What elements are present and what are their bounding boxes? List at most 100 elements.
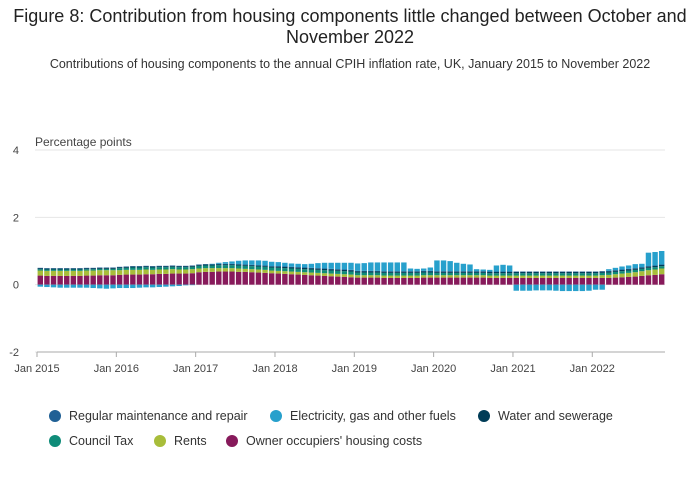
bar-segment (302, 272, 308, 275)
bar-segment (328, 273, 334, 277)
legend-item-water-sewerage[interactable]: Water and sewerage (478, 409, 613, 423)
bar-segment (381, 262, 387, 272)
bar-segment (619, 271, 625, 274)
bar-segment (619, 273, 625, 278)
bar-segment (586, 271, 592, 273)
bar-segment (394, 275, 400, 278)
bar-segment (202, 268, 209, 272)
bar-segment (645, 252, 652, 267)
bar-segment (57, 268, 63, 270)
y-axis-label: Percentage points (35, 135, 132, 149)
bar-segment (354, 270, 361, 272)
bar-segment (533, 273, 539, 276)
bar-segment (262, 260, 268, 266)
bar-segment (473, 271, 480, 272)
x-tick-label: Jan 2021 (490, 363, 535, 375)
bar-segment (50, 269, 57, 271)
bar-segment (520, 275, 526, 278)
bar-segment (282, 268, 288, 272)
bar-segment (513, 277, 519, 285)
bar-segment (625, 272, 632, 277)
bar-segment (110, 268, 116, 271)
bar-segment (229, 264, 235, 266)
bar-segment (302, 267, 308, 268)
bar-segment (315, 268, 321, 269)
bar-segment (592, 277, 599, 285)
bar-segment (315, 268, 321, 270)
bar-segment (658, 264, 665, 265)
bar-segment (255, 265, 262, 267)
bar-segment (606, 270, 612, 272)
bar-segment (288, 271, 295, 275)
bar-segment (189, 266, 196, 270)
bar-segment (275, 266, 281, 268)
bar-segment (619, 266, 625, 270)
bar-segment (652, 267, 658, 270)
legend-item-owner-occupiers[interactable]: Owner occupiers' housing costs (226, 434, 422, 448)
bar-segment (216, 271, 222, 285)
bar-segment (282, 273, 288, 285)
legend-item-electricity-gas[interactable]: Electricity, gas and other fuels (270, 409, 456, 423)
bar-segment (473, 275, 480, 278)
bar-segment (553, 277, 559, 285)
bar-segment (229, 268, 235, 272)
bar-segment (136, 269, 143, 275)
bar-segment (592, 284, 599, 290)
bar-segment (308, 272, 315, 276)
bar-segment (645, 267, 652, 271)
bar-segment (123, 284, 129, 289)
bar-segment (90, 268, 96, 270)
bar-segment (90, 284, 96, 289)
legend-item-rents[interactable]: Rents (154, 434, 207, 448)
bar-segment (50, 268, 57, 270)
bar-segment (368, 262, 374, 271)
bar-segment (447, 271, 453, 273)
bar-segment (90, 267, 96, 269)
x-tick-label: Jan 2017 (173, 363, 218, 375)
y-tick-label: 2 (13, 212, 19, 224)
bar-segment (123, 269, 129, 275)
bar-segment (454, 275, 460, 278)
bar-segment (255, 265, 262, 266)
bar-segment (394, 271, 400, 273)
bar-segment (559, 271, 566, 274)
bar-segment (44, 268, 50, 270)
bar-segment (110, 275, 116, 285)
legend-item-council-tax[interactable]: Council Tax (49, 434, 133, 448)
bar-segment (612, 271, 619, 275)
bar-segment (341, 269, 348, 272)
bar-segment (143, 284, 149, 288)
bar-segment (639, 268, 645, 272)
bar-segment (57, 270, 63, 276)
bar-segment (209, 265, 215, 269)
bar-segment (176, 269, 182, 274)
bar-segment (645, 275, 652, 285)
bar-segment (625, 268, 632, 270)
bar-segment (216, 264, 222, 266)
bar-segment (368, 271, 374, 273)
bar-segment (110, 267, 116, 269)
bar-segment (321, 262, 328, 269)
bar-segment (374, 275, 381, 278)
bar-segment (467, 271, 473, 272)
bar-segment (156, 284, 162, 288)
bar-segment (70, 268, 77, 269)
bar-segment (573, 271, 579, 274)
bar-segment (625, 276, 632, 285)
bar-segment (473, 271, 480, 273)
bar-segment (130, 269, 136, 275)
y-tick-label: 0 (13, 280, 19, 292)
bar-segment (533, 275, 539, 278)
legend-item-regular-maintenance[interactable]: Regular maintenance and repair (49, 409, 248, 423)
bar-segment (143, 269, 149, 275)
bar-segment (183, 266, 189, 268)
bar-segment (467, 275, 473, 278)
bar-segment (460, 275, 467, 278)
bar-segment (645, 270, 652, 276)
bar-segment (130, 266, 136, 267)
bar-segment (361, 275, 367, 278)
bar-segment (249, 265, 255, 267)
bar-segment (44, 268, 50, 269)
bar-segment (361, 272, 367, 276)
